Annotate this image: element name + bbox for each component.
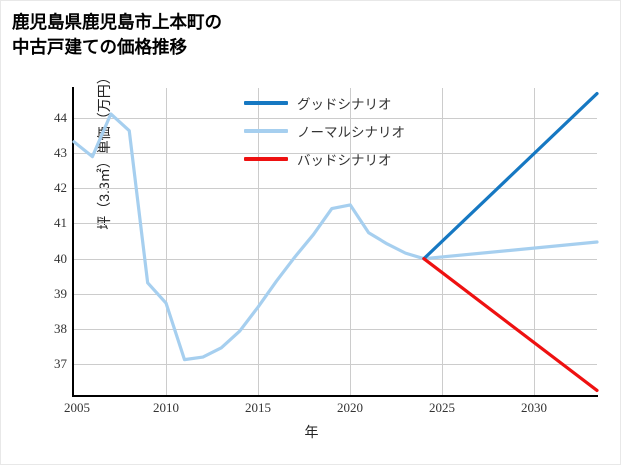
- legend: グッドシナリオ ノーマルシナリオ バッドシナリオ: [244, 93, 424, 177]
- y-tick-40: 40: [54, 251, 67, 266]
- legend-label-bad: バッドシナリオ: [297, 153, 392, 168]
- x-axis-label: 年: [304, 424, 319, 440]
- legend-label-normal: ノーマルシナリオ: [297, 125, 405, 140]
- y-tick-41: 41: [54, 215, 67, 230]
- gridline-y-38: [74, 329, 597, 330]
- legend-swatch-normal: [244, 129, 288, 133]
- gridline-y-42: [74, 188, 597, 189]
- y-tick-37: 37: [54, 356, 67, 371]
- x-tick-2025: 2025: [429, 400, 455, 415]
- y-axis-tick-labels: 44 43 42 41 40 39 38 37: [41, 1, 67, 466]
- legend-item-good: グッドシナリオ: [244, 93, 424, 121]
- gridline-x-2025: [442, 88, 443, 396]
- legend-item-normal: ノーマルシナリオ: [244, 121, 424, 149]
- gridline-y-39: [74, 294, 597, 295]
- y-tick-38: 38: [54, 321, 67, 336]
- legend-swatch-good: [244, 101, 288, 105]
- legend-label-good: グッドシナリオ: [297, 97, 392, 112]
- x-axis-spine: [72, 395, 598, 397]
- legend-item-bad: バッドシナリオ: [244, 149, 424, 177]
- x-tick-2030: 2030: [521, 400, 547, 415]
- x-tick-2010: 2010: [153, 400, 179, 415]
- y-tick-43: 43: [54, 145, 67, 160]
- gridline-x-2030: [534, 88, 535, 396]
- legend-swatch-bad: [244, 157, 288, 161]
- x-tick-2005: 2005: [64, 400, 90, 415]
- y-tick-44: 44: [54, 110, 67, 125]
- y-axis-spine: [72, 87, 74, 397]
- gridline-y-41: [74, 223, 597, 224]
- x-tick-2015: 2015: [245, 400, 271, 415]
- y-tick-39: 39: [54, 286, 67, 301]
- gridline-y-40: [74, 259, 597, 260]
- gridline-x-2010: [166, 88, 167, 396]
- x-tick-2020: 2020: [337, 400, 363, 415]
- y-tick-42: 42: [54, 180, 67, 195]
- page-title: 鹿児島県鹿児島市上本町の 中古戸建ての価格推移: [12, 12, 222, 57]
- gridline-y-37: [74, 364, 597, 365]
